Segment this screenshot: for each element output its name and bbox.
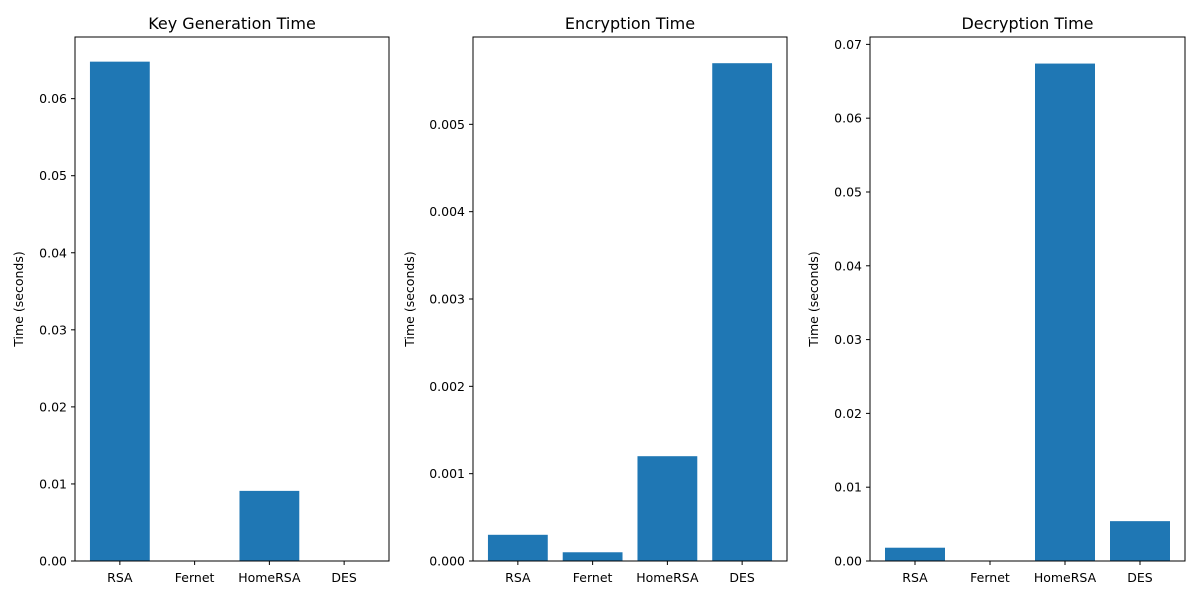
x-tick-label: Fernet (573, 570, 613, 585)
bar-homersa (1035, 63, 1095, 561)
chart-title: Decryption Time (961, 14, 1093, 33)
y-tick-label: 0.01 (39, 476, 67, 491)
axes-frame (869, 36, 1186, 562)
y-axis-label: Time (seconds) (402, 251, 417, 347)
x-tick-label: Fernet (970, 570, 1010, 585)
y-axis-label: Time (seconds) (806, 251, 821, 347)
y-tick-label: 0.07 (834, 37, 862, 52)
x-tick-label: DES (729, 570, 755, 585)
x-tick-label: RSA (902, 570, 928, 585)
x-tick-label: HomeRSA (1034, 570, 1097, 585)
chart-panel-3: Decryption Time RSA Fernet HomeRSA DES 0.00 0.… (806, 14, 1186, 585)
x-tick-label: DES (1127, 570, 1153, 585)
bar-rsa (89, 61, 150, 562)
y-tick-label: 0.01 (834, 480, 862, 495)
y-tick-label: 0.05 (834, 184, 862, 199)
axes-frame (74, 36, 390, 562)
chart-panel-2: Encryption Time RSA Fernet HomeRSA DES 0.000 0… (402, 14, 788, 585)
chart-title: Encryption Time (565, 14, 695, 33)
y-axis-label: Time (seconds) (11, 251, 26, 347)
y-tick-label: 0.06 (834, 111, 862, 126)
x-tick-label: RSA (505, 570, 531, 585)
x-tick-label: HomeRSA (636, 570, 699, 585)
x-tick-label: RSA (107, 570, 133, 585)
x-tick-label: Fernet (175, 570, 215, 585)
y-tick-label: 0.06 (39, 91, 67, 106)
y-tick-label: 0.003 (429, 292, 465, 307)
y-tick-label: 0.03 (39, 322, 67, 337)
chart-panel-1: Key Generation Time RSA Fernet HomeRSA DES 0.… (11, 14, 390, 585)
y-tick-label: 0.00 (39, 554, 67, 569)
y-tick-label: 0.05 (39, 168, 67, 183)
bar-des (712, 63, 773, 561)
y-tick-label: 0.03 (834, 332, 862, 347)
x-tick-label: DES (331, 570, 357, 585)
bar-des (1110, 521, 1170, 561)
bar-homersa (637, 456, 698, 561)
y-tick-label: 0.00 (834, 554, 862, 569)
y-tick-label: 0.002 (429, 379, 465, 394)
bar-fernet (562, 552, 623, 561)
y-tick-label: 0.000 (429, 554, 465, 569)
bar-homersa (239, 490, 300, 561)
bar-rsa (487, 534, 548, 561)
chart-title: Key Generation Time (148, 14, 316, 33)
bar-rsa (885, 547, 945, 561)
y-tick-label: 0.04 (39, 245, 67, 260)
y-tick-label: 0.001 (429, 466, 465, 481)
y-tick-label: 0.04 (834, 258, 862, 273)
y-tick-label: 0.004 (429, 204, 465, 219)
y-tick-label: 0.02 (834, 406, 862, 421)
x-tick-label: HomeRSA (238, 570, 301, 585)
y-tick-label: 0.005 (429, 117, 465, 132)
y-tick-label: 0.02 (39, 399, 67, 414)
